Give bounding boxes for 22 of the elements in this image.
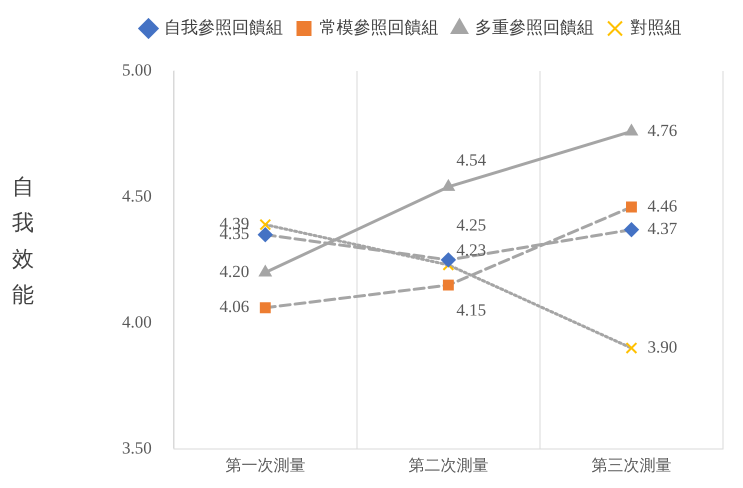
data-label: 4.46: [647, 196, 678, 216]
data-label: 4.06: [220, 297, 250, 316]
data-label: 4.54: [456, 150, 487, 170]
y-tick-label: 3.50: [122, 438, 152, 458]
y-axis-title: 自我效能: [11, 174, 35, 310]
data-label: 4.23: [456, 240, 486, 260]
data-label: 4.37: [647, 219, 678, 238]
legend-label: 對照組: [630, 18, 682, 38]
legend-label: 多重參照回饋組: [475, 18, 594, 38]
data-label: 4.20: [220, 262, 250, 281]
data-label: 4.15: [456, 300, 486, 320]
data-label: 3.90: [647, 338, 678, 357]
legend-label: 常模參照回饋組: [320, 18, 438, 38]
y-tick-label: 4.50: [122, 186, 152, 206]
legend-label: 自我參照回饋組: [164, 18, 283, 38]
data-label: 4.25: [456, 215, 486, 234]
y-tick-label: 5.00: [122, 60, 152, 80]
x-tick-label: 第二次測量: [408, 456, 488, 475]
data-label: 4.76: [647, 120, 678, 140]
y-tick-label: 4.00: [122, 312, 152, 332]
x-tick-label: 第三次測量: [591, 456, 672, 475]
x-tick-label: 第一次測量: [225, 456, 306, 475]
